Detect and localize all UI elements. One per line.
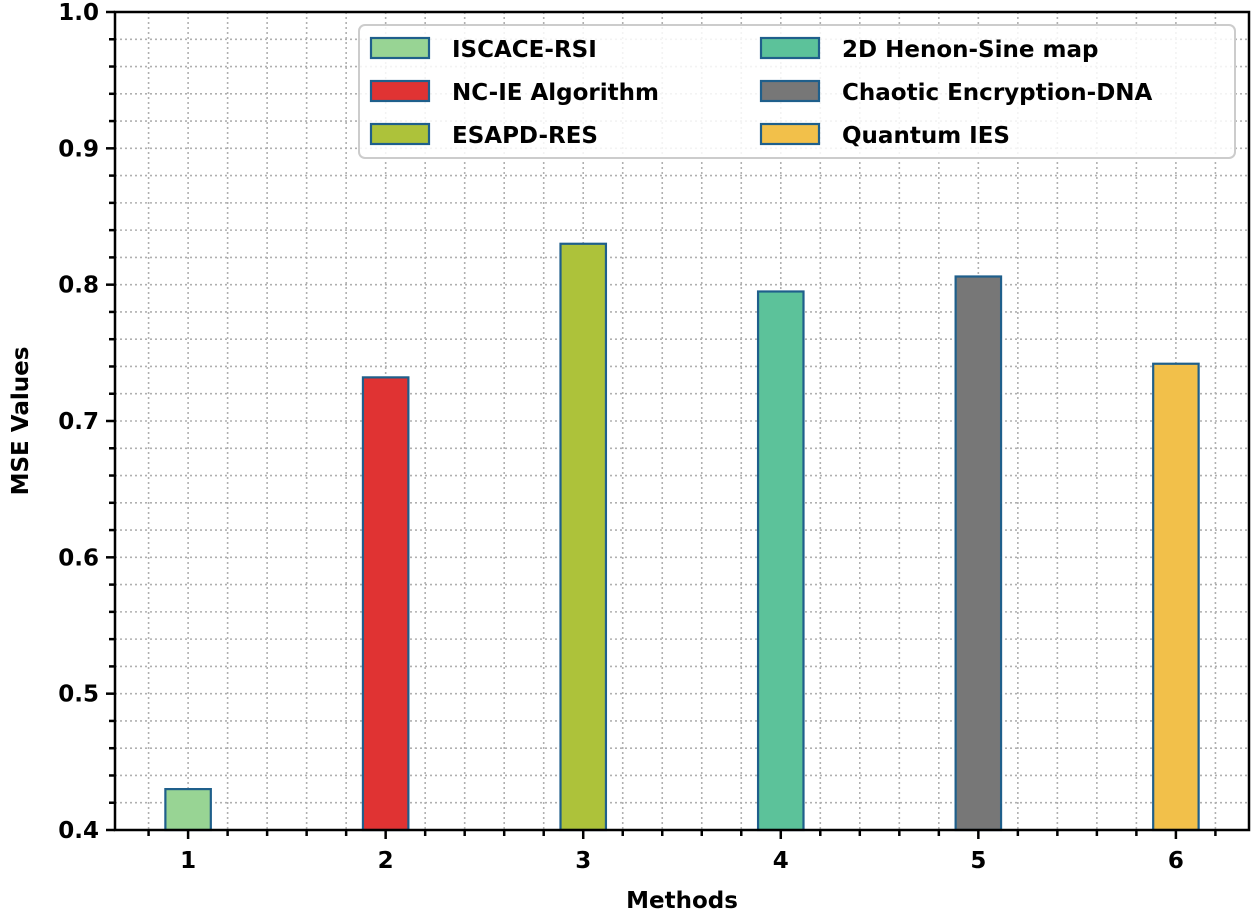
bar-quantum-ies bbox=[1152, 362, 1200, 832]
legend-swatch bbox=[759, 79, 821, 103]
legend-label: 2D Henon-Sine map bbox=[842, 37, 1098, 63]
legend-entry: ISCACE-RSI bbox=[369, 36, 597, 63]
legend-entry: Quantum IES bbox=[759, 122, 1010, 149]
legend-swatch bbox=[759, 36, 821, 60]
legend-entry: NC-IE Algorithm bbox=[369, 79, 659, 106]
legend-label: NC-IE Algorithm bbox=[452, 80, 659, 106]
x-tick-label: 3 bbox=[575, 848, 591, 874]
x-tick-label: 2 bbox=[378, 848, 394, 874]
legend-swatch bbox=[759, 122, 821, 146]
y-axis-ticks: 0.4 0.5 0.6 0.7 0.8 0.9 1.0 bbox=[58, 0, 115, 844]
legend-label: ESAPD-RES bbox=[452, 123, 598, 149]
bar-nc-ie-algorithm bbox=[361, 376, 410, 832]
x-tick-label: 5 bbox=[970, 848, 986, 874]
y-tick-label: 0.6 bbox=[58, 545, 99, 571]
x-tick-label: 6 bbox=[1168, 848, 1184, 874]
legend-label: Chaotic Encryption-DNA bbox=[842, 80, 1153, 106]
legend-swatch bbox=[369, 122, 431, 146]
bar-chaotic-encryption-dna bbox=[954, 275, 1003, 832]
legend-label: Quantum IES bbox=[842, 123, 1010, 149]
x-axis-label: Methods bbox=[626, 888, 738, 914]
legend-swatch bbox=[369, 36, 431, 60]
legend-entry: Chaotic Encryption-DNA bbox=[759, 79, 1153, 106]
y-tick-label: 0.7 bbox=[58, 409, 99, 435]
bars bbox=[164, 242, 1200, 832]
y-axis-label: MSE Values bbox=[8, 347, 34, 496]
x-tick-label: 1 bbox=[180, 848, 196, 874]
y-tick-label: 1.0 bbox=[58, 0, 99, 26]
y-tick-label: 0.9 bbox=[58, 136, 99, 162]
legend-swatch bbox=[369, 79, 431, 103]
bar-2d-henon-sine-map bbox=[756, 290, 805, 832]
bar-esapd-res bbox=[559, 242, 608, 832]
y-tick-label: 0.8 bbox=[58, 273, 99, 299]
legend-label: ISCACE-RSI bbox=[452, 37, 597, 63]
legend-entry: ESAPD-RES bbox=[369, 122, 598, 149]
x-tick-label: 4 bbox=[773, 848, 789, 874]
legend: ISCACE-RSI NC-IE Algorithm ESAPD-RES 2D Hen… bbox=[358, 24, 1236, 159]
legend-entry: 2D Henon-Sine map bbox=[759, 36, 1098, 63]
y-tick-label: 0.4 bbox=[58, 818, 99, 844]
x-axis-ticks: 1 2 3 4 5 6 bbox=[147, 830, 1217, 874]
y-tick-label: 0.5 bbox=[58, 682, 99, 708]
bar-iscace-rsi bbox=[164, 787, 212, 832]
